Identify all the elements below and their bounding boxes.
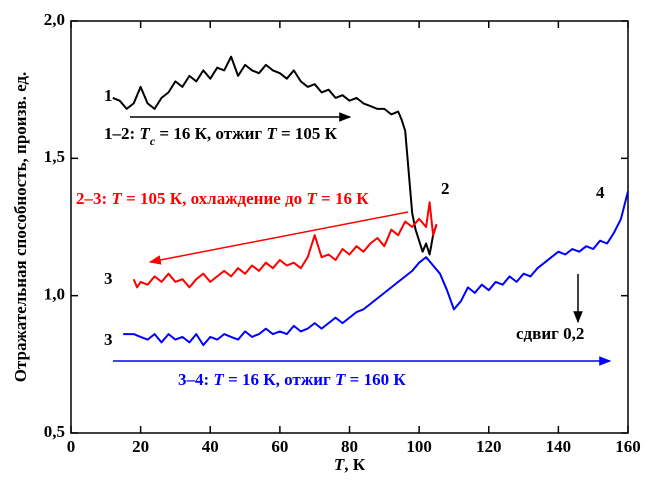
text-part: T	[139, 124, 150, 143]
x-axis-label: T, К	[334, 455, 366, 474]
text-part: c	[150, 134, 156, 148]
annotation: 2	[441, 179, 450, 198]
annotation: 3	[104, 269, 113, 288]
text-part: 3	[104, 269, 113, 288]
text-part: 1	[104, 86, 113, 105]
x-tick-label: 160	[615, 437, 641, 456]
text-part: сдвиг 0,2	[516, 324, 584, 343]
arrow	[148, 211, 409, 265]
text-part: 2–3:	[76, 189, 111, 208]
text-part: 1–2:	[104, 124, 139, 143]
text-part: 3	[104, 330, 113, 349]
annotation: 3	[104, 330, 113, 349]
y-tick-label: 2,0	[44, 10, 65, 29]
text-part: 3–4:	[178, 370, 213, 389]
text-part: 2	[441, 179, 450, 198]
text-part: T	[334, 455, 345, 474]
annotation: 2–3: T = 105 К, охлаждение до T = 16 К	[76, 189, 369, 208]
x-tick-label: 120	[476, 437, 502, 456]
text-part: T	[335, 370, 346, 389]
text-part: 4	[596, 183, 605, 202]
y-tick-label: 1,0	[44, 285, 65, 304]
text-part: = 105 К, охлаждение до	[122, 189, 307, 208]
data-line	[132, 201, 438, 289]
y-axis-label: Отражательная способность, произв. ед.	[11, 72, 30, 383]
text-part: = 16 К, отжиг	[224, 370, 335, 389]
annotation: сдвиг 0,2	[516, 324, 584, 343]
annotation: 1	[104, 86, 113, 105]
x-tick-label: 60	[271, 437, 288, 456]
x-tick-label: 40	[202, 437, 219, 456]
annotation: 4	[596, 183, 605, 202]
annotation: 3–4: T = 16 К, отжиг T = 160 К	[178, 370, 406, 389]
y-tick-label: 1,5	[44, 147, 65, 166]
text-part: = 160 К	[345, 370, 406, 389]
text-part: = 105 К	[277, 124, 338, 143]
text-part: T	[111, 189, 122, 208]
text-part: , К	[344, 455, 366, 474]
text-part: T	[266, 124, 277, 143]
x-tick-label: 0	[67, 437, 76, 456]
data-line	[112, 55, 438, 256]
text-part: T	[213, 370, 224, 389]
text-part: = 16 К, отжиг	[155, 124, 266, 143]
x-tick-label: 140	[546, 437, 572, 456]
text-part: = 16 К	[317, 189, 369, 208]
data-line	[123, 191, 629, 347]
x-tick-label: 20	[132, 437, 149, 456]
annotation: 1–2: Tc = 16 К, отжиг T = 105 К	[104, 124, 338, 148]
text-part: T	[306, 189, 317, 208]
x-tick-label: 80	[341, 437, 358, 456]
y-tick-label: 0,5	[44, 422, 65, 441]
x-tick-label: 100	[406, 437, 432, 456]
